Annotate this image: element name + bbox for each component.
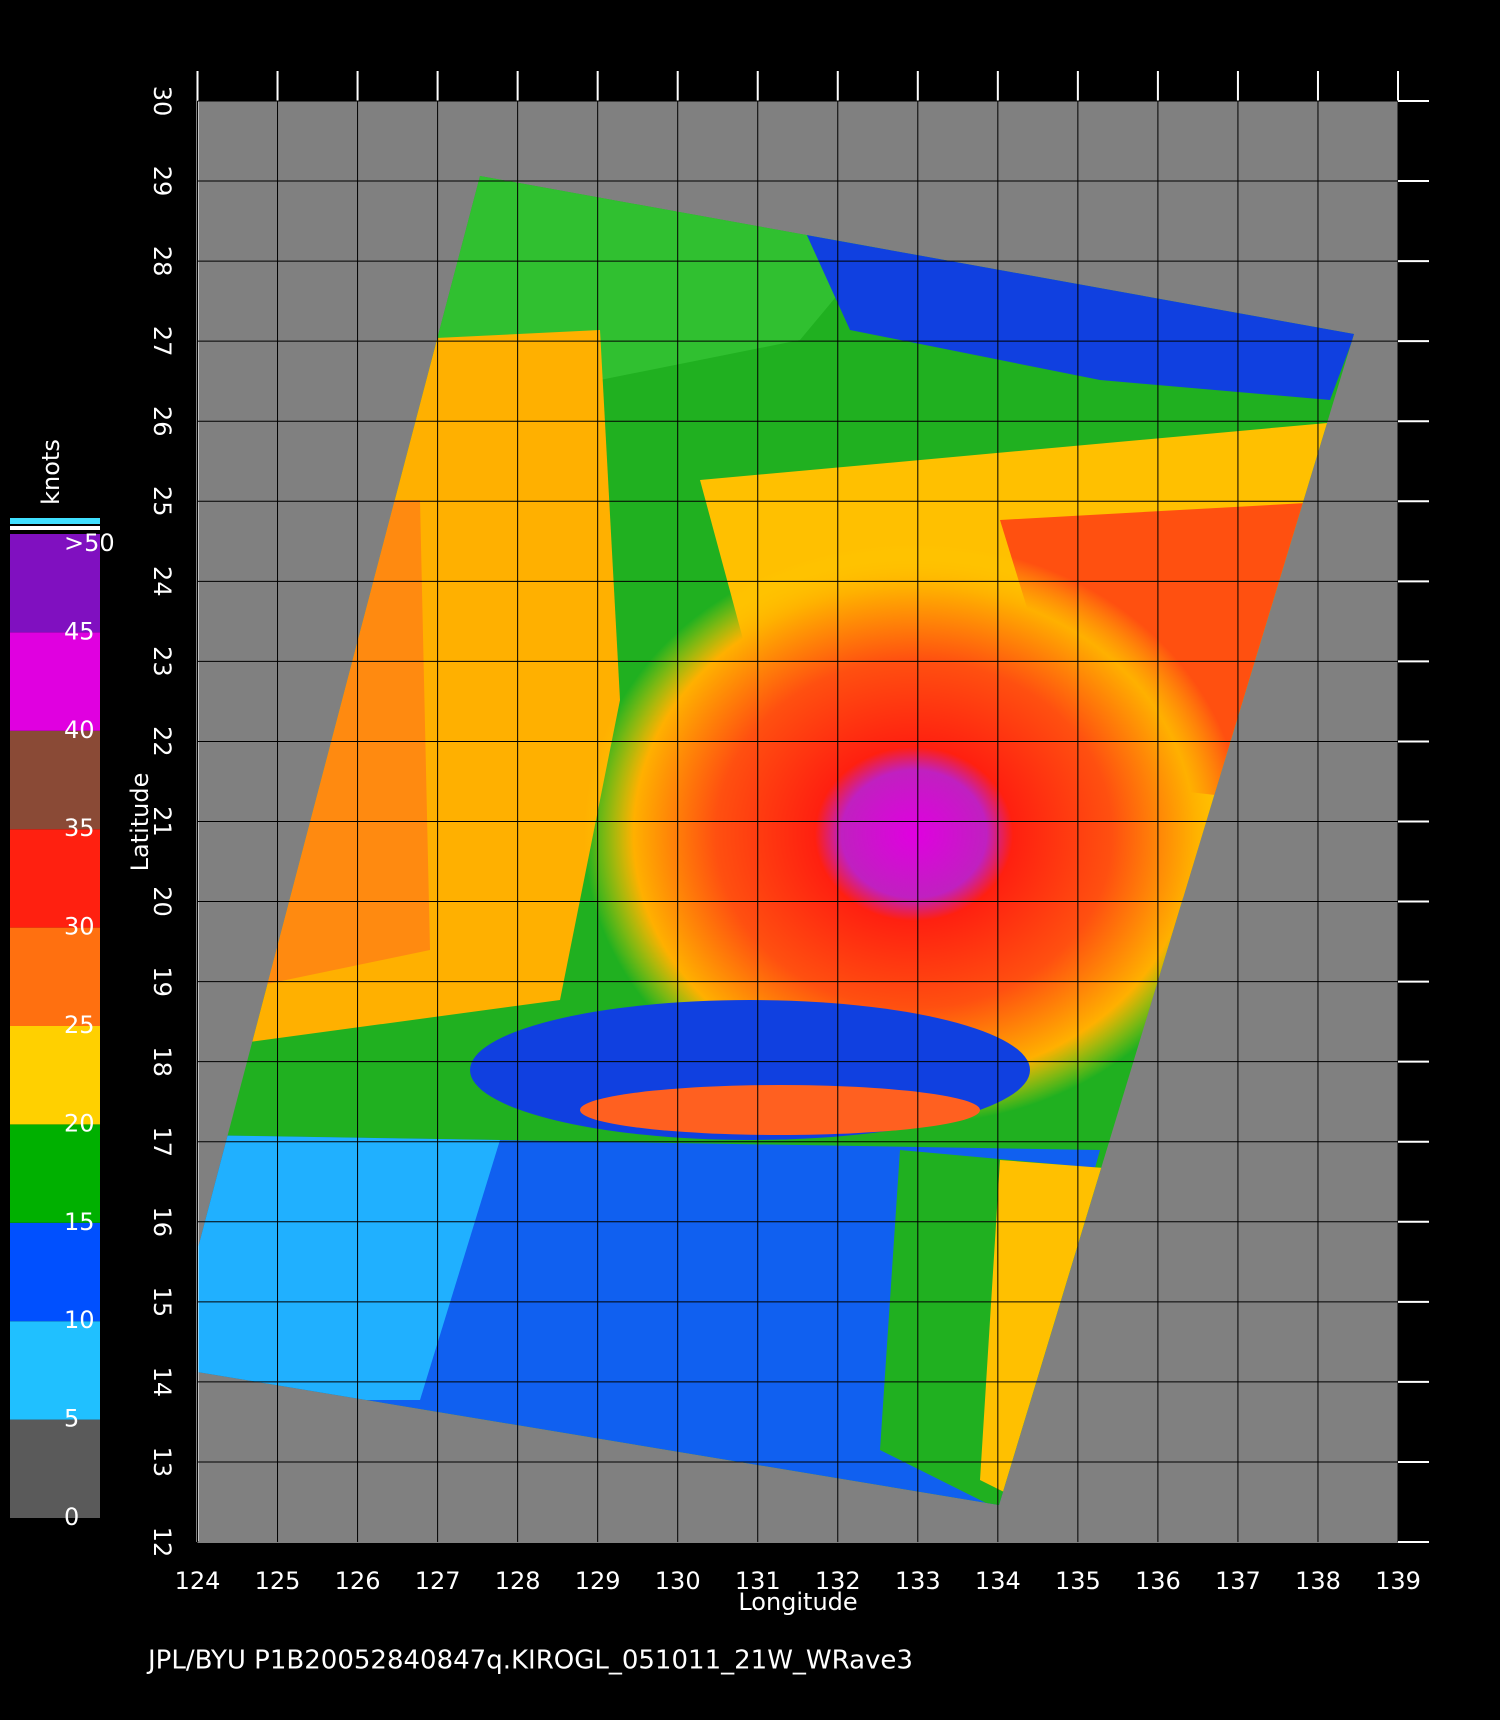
colorbar-band <box>10 1419 100 1518</box>
y-tick-label: 12 <box>148 1527 176 1558</box>
x-tick-label: 131 <box>735 1567 781 1595</box>
colorbar-band <box>10 1124 100 1223</box>
x-tick-label: 125 <box>255 1567 301 1595</box>
wind-swath <box>197 176 1354 1505</box>
colorbar-band <box>10 1026 100 1125</box>
x-tick-label: 136 <box>1135 1567 1181 1595</box>
x-tick-label: 139 <box>1375 1567 1421 1595</box>
x-axis-label: Longitude <box>738 1588 857 1616</box>
colorbar-band <box>10 829 100 928</box>
x-tick-label: 126 <box>335 1567 381 1595</box>
y-tick-label: 16 <box>148 1207 176 1238</box>
x-tick-label: 130 <box>655 1567 701 1595</box>
y-tick-label: 17 <box>148 1126 176 1157</box>
x-tick-label: 132 <box>815 1567 861 1595</box>
colorbar-label: 10 <box>64 1306 95 1334</box>
colorbar-band <box>10 1321 100 1420</box>
colorbar-cap <box>10 518 100 524</box>
colorbar-band <box>10 730 100 830</box>
x-tick-label: 128 <box>495 1567 541 1595</box>
y-tick-label: 13 <box>148 1447 176 1478</box>
y-tick-label: 20 <box>148 886 176 917</box>
y-tick-label: 25 <box>148 486 176 517</box>
colorbar-band <box>10 534 100 633</box>
y-axis-label: Latitude <box>126 773 154 872</box>
y-tick-label: 24 <box>148 566 176 597</box>
y-tick-label: 14 <box>148 1367 176 1398</box>
colorbar-label: 0 <box>64 1503 79 1531</box>
y-tick-label: 22 <box>148 726 176 757</box>
x-tick-label: 138 <box>1295 1567 1341 1595</box>
x-tick-label: 124 <box>175 1567 221 1595</box>
y-tick-label: 29 <box>148 166 176 197</box>
colorbar-label: 40 <box>64 716 95 744</box>
colorbar-label: 30 <box>64 913 95 941</box>
y-tick-label: 28 <box>148 246 176 277</box>
colorbar-label: 25 <box>64 1011 95 1039</box>
colorbar-band <box>10 632 100 731</box>
colorbar-label: 20 <box>64 1109 95 1137</box>
colorbar-label: 5 <box>64 1405 79 1433</box>
x-tick-label: 129 <box>575 1567 621 1595</box>
x-tick-label: 137 <box>1215 1567 1261 1595</box>
y-tick-label: 19 <box>148 966 176 997</box>
x-tick-label: 133 <box>895 1567 941 1595</box>
colorbar-band <box>10 927 100 1026</box>
colorbar-band <box>10 1222 100 1322</box>
y-tick-label: 27 <box>148 326 176 357</box>
y-tick-label: 21 <box>148 806 176 837</box>
y-tick-label: 15 <box>148 1287 176 1318</box>
y-tick-label: 30 <box>148 86 176 117</box>
colorbar-cap <box>10 526 100 530</box>
y-tick-label: 23 <box>148 646 176 677</box>
colorbar-title: knots <box>37 439 65 505</box>
colorbar-label: 45 <box>64 617 95 645</box>
colorbar-label: 35 <box>64 814 95 842</box>
x-tick-label: 135 <box>1055 1567 1101 1595</box>
colorbar-label: >50 <box>64 529 115 557</box>
y-tick-label: 18 <box>148 1046 176 1077</box>
colorbar-label: 15 <box>64 1208 95 1236</box>
y-tick-label: 26 <box>148 406 176 437</box>
x-tick-label: 127 <box>415 1567 461 1595</box>
x-tick-label: 134 <box>975 1567 1021 1595</box>
footer: JPL/BYU P1B20052840847q.KIROGL_051011_21… <box>146 1646 913 1676</box>
